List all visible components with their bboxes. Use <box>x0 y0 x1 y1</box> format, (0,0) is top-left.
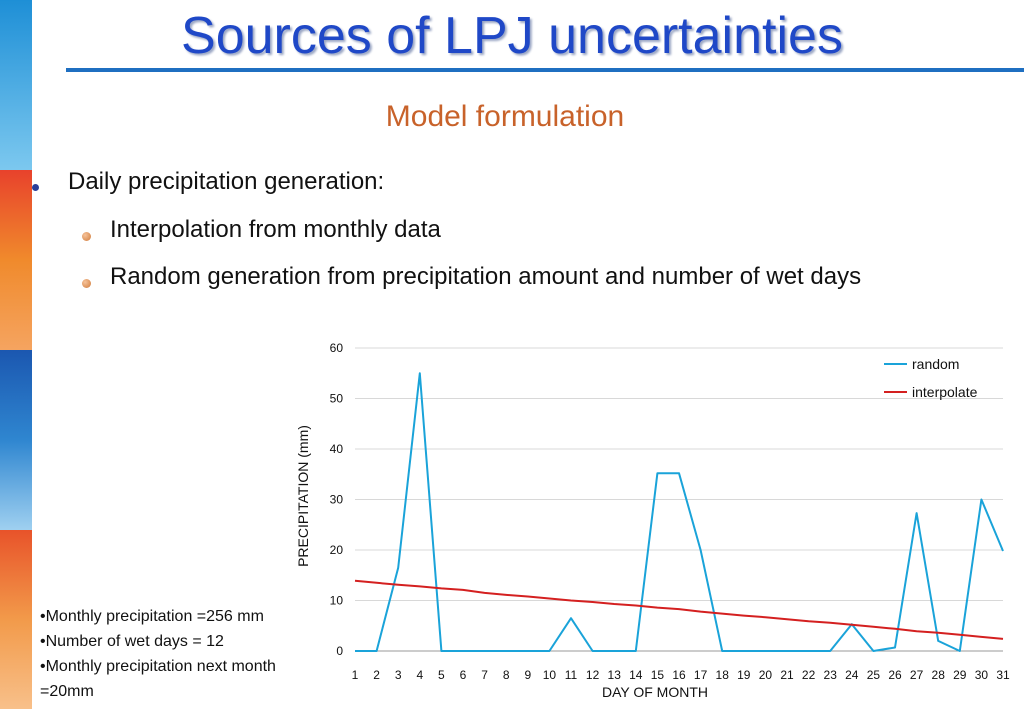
notes-box: •Monthly precipitation =256 mm •Number o… <box>40 604 325 704</box>
x-tick-label: 21 <box>780 668 794 682</box>
x-tick-label: 18 <box>716 668 730 682</box>
x-axis-label: DAY OF MONTH <box>602 684 708 700</box>
x-tick-label: 1 <box>352 668 359 682</box>
x-tick-label: 10 <box>543 668 557 682</box>
x-tick-label: 16 <box>672 668 686 682</box>
x-tick-label: 14 <box>629 668 643 682</box>
y-tick-label: 10 <box>330 594 344 608</box>
x-tick-label: 2 <box>373 668 380 682</box>
series-line-random <box>355 372 1004 652</box>
left-decor-stripe <box>0 0 32 709</box>
x-tick-label: 24 <box>845 668 859 682</box>
sub-bullet-dot <box>82 232 91 241</box>
sub-bullet-dot <box>82 279 91 288</box>
x-tick-label: 6 <box>460 668 467 682</box>
y-tick-label: 30 <box>330 493 344 507</box>
x-tick-label: 4 <box>416 668 423 682</box>
x-tick-label: 17 <box>694 668 708 682</box>
chart-grid <box>355 347 1003 652</box>
x-tick-label: 29 <box>953 668 967 682</box>
x-tick-label: 11 <box>565 668 578 682</box>
x-tick-label: 8 <box>503 668 510 682</box>
y-tick-label: 20 <box>330 543 344 557</box>
x-tick-label: 5 <box>438 668 445 682</box>
y-tick-label: 60 <box>330 341 344 355</box>
x-tick-label: 22 <box>802 668 816 682</box>
sub-bullet-1: Interpolation from monthly data <box>110 216 441 243</box>
x-tick-label: 15 <box>651 668 665 682</box>
bullet-text: Daily precipitation generation: <box>68 168 385 195</box>
sub-bullet-2: Random generation from precipitation amo… <box>110 263 862 290</box>
x-tick-label: 7 <box>481 668 488 682</box>
y-tick-label: 40 <box>330 442 344 456</box>
chart-legend: random interpolate <box>884 356 978 400</box>
bullet-dot <box>32 184 39 191</box>
x-tick-label: 19 <box>737 668 751 682</box>
note-line: •Monthly precipitation =256 mm <box>40 608 264 625</box>
series-line-interpolate <box>354 579 1004 640</box>
chart-series <box>354 372 1004 652</box>
x-tick-label: 30 <box>975 668 989 682</box>
legend-label: random <box>912 356 959 372</box>
y-tick-label: 0 <box>336 644 343 658</box>
y-tick-labels: 0 10 20 30 40 50 60 <box>330 341 344 658</box>
x-tick-label: 9 <box>524 668 531 682</box>
y-axis-label: PRECIPITATION (mm) <box>295 425 311 567</box>
x-tick-label: 31 <box>996 668 1010 682</box>
x-tick-label: 23 <box>824 668 838 682</box>
x-tick-label: 13 <box>608 668 622 682</box>
x-tick-label: 27 <box>910 668 924 682</box>
title-underline <box>66 68 1024 72</box>
slide-subtitle: Model formulation <box>385 100 625 133</box>
note-line: •Monthly precipitation next month =20mm <box>40 658 276 700</box>
x-tick-label: 28 <box>932 668 946 682</box>
x-tick-label: 25 <box>867 668 881 682</box>
x-tick-label: 3 <box>395 668 402 682</box>
slide-title: Sources of LPJ uncertainties <box>181 7 843 65</box>
y-tick-label: 50 <box>330 392 344 406</box>
note-line: •Number of wet days = 12 <box>40 633 224 650</box>
x-tick-label: 20 <box>759 668 773 682</box>
x-tick-label: 26 <box>888 668 902 682</box>
x-tick-label: 12 <box>586 668 600 682</box>
legend-label: interpolate <box>912 384 978 400</box>
x-tick-labels: 1 2 3 4 5 6 7 8 9 10 11 12 13 14 15 16 17 18 19 20 21 22 23 24 2… <box>352 668 1010 682</box>
